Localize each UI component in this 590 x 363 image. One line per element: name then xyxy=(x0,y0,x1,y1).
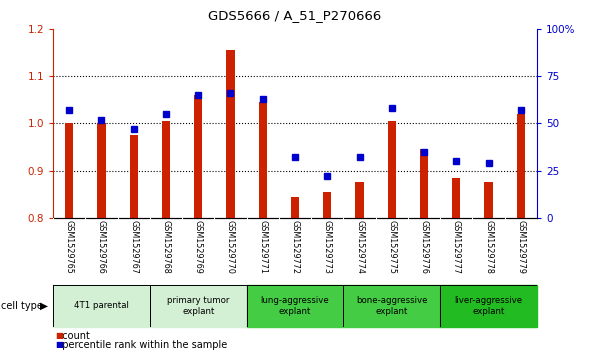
Text: GSM1529772: GSM1529772 xyxy=(290,220,300,274)
Bar xyxy=(452,178,460,218)
Bar xyxy=(258,102,267,218)
Bar xyxy=(517,114,525,218)
Text: count: count xyxy=(56,331,90,341)
Bar xyxy=(130,135,137,218)
Text: GSM1529775: GSM1529775 xyxy=(387,220,396,274)
Text: 4T1 parental: 4T1 parental xyxy=(74,301,129,310)
Bar xyxy=(227,50,234,218)
Text: bone-aggressive
explant: bone-aggressive explant xyxy=(356,296,428,315)
Text: GSM1529774: GSM1529774 xyxy=(355,220,364,274)
Text: GSM1529771: GSM1529771 xyxy=(258,220,267,274)
Bar xyxy=(440,285,537,327)
Bar xyxy=(323,192,331,218)
Text: GSM1529779: GSM1529779 xyxy=(516,220,525,274)
Text: primary tumor
explant: primary tumor explant xyxy=(167,296,230,315)
Text: GSM1529769: GSM1529769 xyxy=(194,220,203,274)
Text: GSM1529766: GSM1529766 xyxy=(97,220,106,274)
Bar xyxy=(65,123,73,218)
Text: GSM1529773: GSM1529773 xyxy=(323,220,332,274)
Bar xyxy=(97,123,106,218)
Bar xyxy=(388,121,396,218)
Text: GDS5666 / A_51_P270666: GDS5666 / A_51_P270666 xyxy=(208,9,382,22)
Text: GSM1529776: GSM1529776 xyxy=(419,220,428,274)
Text: GSM1529770: GSM1529770 xyxy=(226,220,235,274)
Bar xyxy=(343,285,440,327)
Bar xyxy=(247,285,343,327)
Bar xyxy=(194,95,202,218)
Text: ■: ■ xyxy=(55,340,63,349)
Text: percentile rank within the sample: percentile rank within the sample xyxy=(56,340,227,350)
Bar xyxy=(150,285,247,327)
Text: GSM1529778: GSM1529778 xyxy=(484,220,493,274)
Text: ▶: ▶ xyxy=(40,301,48,311)
Bar xyxy=(53,285,150,327)
Text: liver-aggressive
explant: liver-aggressive explant xyxy=(454,296,523,315)
Text: GSM1529777: GSM1529777 xyxy=(452,220,461,274)
Text: cell type: cell type xyxy=(1,301,43,311)
Text: GSM1529765: GSM1529765 xyxy=(65,220,74,274)
Bar xyxy=(162,121,170,218)
Bar xyxy=(420,149,428,218)
Text: ■: ■ xyxy=(55,331,63,340)
Text: GSM1529767: GSM1529767 xyxy=(129,220,138,274)
Bar xyxy=(291,196,299,218)
Bar xyxy=(355,182,363,218)
Bar xyxy=(484,182,493,218)
Text: GSM1529768: GSM1529768 xyxy=(162,220,171,274)
Text: lung-aggressive
explant: lung-aggressive explant xyxy=(261,296,329,315)
